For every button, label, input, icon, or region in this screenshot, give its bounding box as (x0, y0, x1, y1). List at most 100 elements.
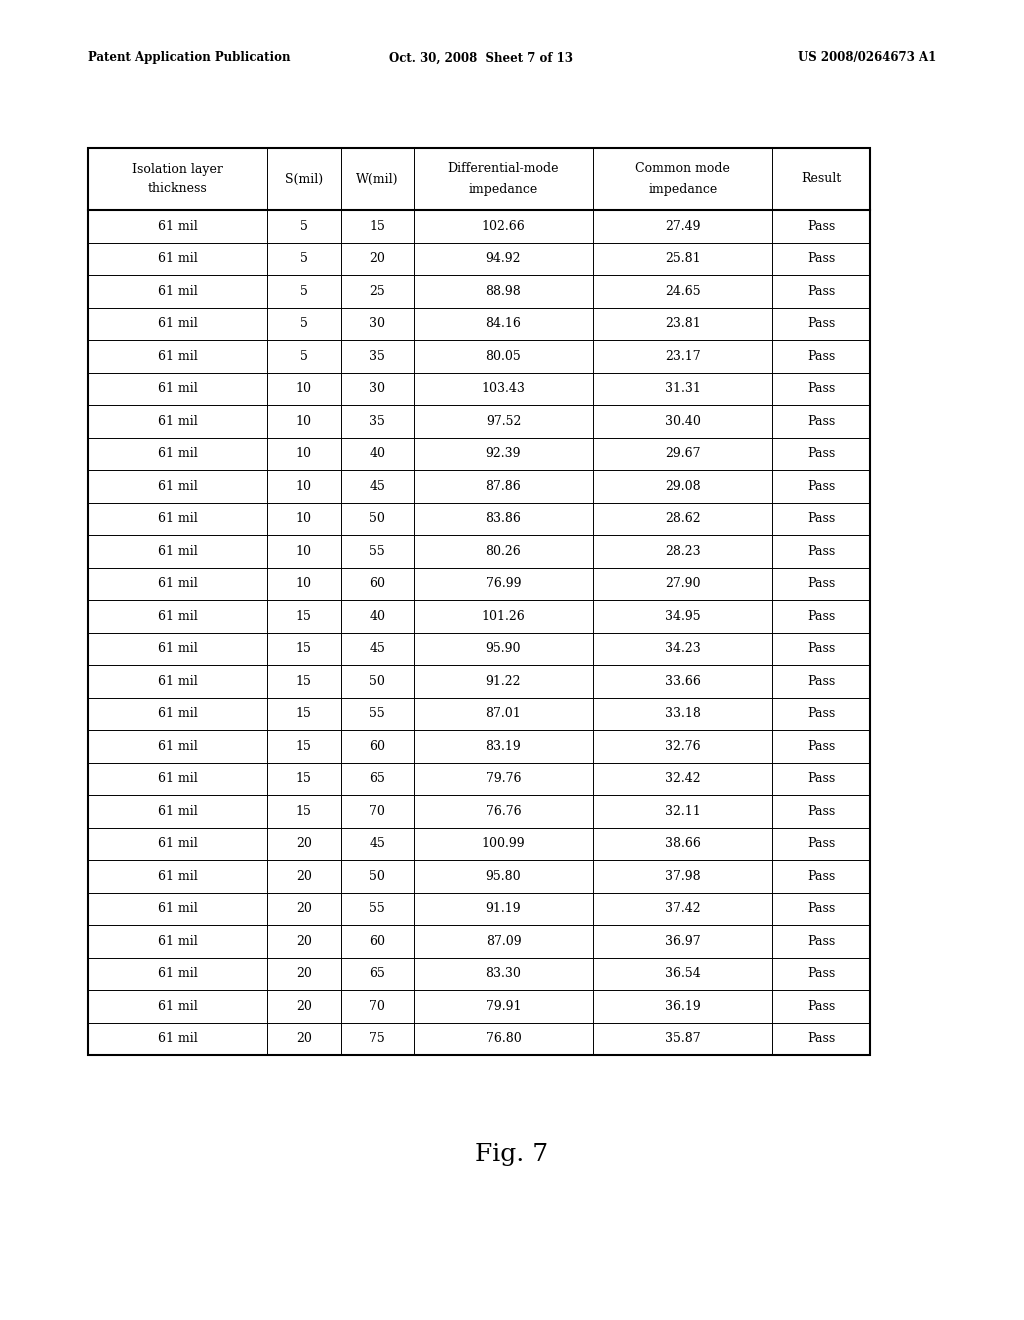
Text: Pass: Pass (807, 643, 836, 655)
Text: Pass: Pass (807, 512, 836, 525)
Text: 15: 15 (296, 675, 311, 688)
Text: 34.95: 34.95 (665, 610, 700, 623)
Text: US 2008/0264673 A1: US 2008/0264673 A1 (798, 51, 936, 65)
Text: Oct. 30, 2008  Sheet 7 of 13: Oct. 30, 2008 Sheet 7 of 13 (389, 51, 573, 65)
Text: 27.49: 27.49 (665, 219, 700, 232)
Text: 30: 30 (370, 317, 385, 330)
Text: 32.11: 32.11 (665, 805, 700, 818)
Text: Pass: Pass (807, 447, 836, 461)
Text: 61 mil: 61 mil (158, 739, 198, 752)
Text: 37.42: 37.42 (665, 903, 700, 915)
Text: 83.30: 83.30 (485, 968, 521, 981)
Text: 50: 50 (370, 512, 385, 525)
Text: 5: 5 (300, 317, 308, 330)
Text: impedance: impedance (469, 182, 538, 195)
Text: 97.52: 97.52 (485, 414, 521, 428)
Text: 61 mil: 61 mil (158, 772, 198, 785)
Text: 20: 20 (296, 837, 311, 850)
Text: 95.80: 95.80 (485, 870, 521, 883)
Text: 91.19: 91.19 (485, 903, 521, 915)
Text: 65: 65 (370, 772, 385, 785)
Text: 91.22: 91.22 (485, 675, 521, 688)
Text: 75: 75 (370, 1032, 385, 1045)
Text: 20: 20 (296, 1032, 311, 1045)
Text: 10: 10 (296, 512, 312, 525)
Text: 20: 20 (296, 968, 311, 981)
Text: 55: 55 (370, 903, 385, 915)
Text: 50: 50 (370, 870, 385, 883)
Text: 60: 60 (370, 935, 385, 948)
Text: 24.65: 24.65 (665, 285, 700, 298)
Text: 45: 45 (370, 837, 385, 850)
Text: Pass: Pass (807, 479, 836, 492)
Text: 29.67: 29.67 (665, 447, 700, 461)
Text: 61 mil: 61 mil (158, 968, 198, 981)
Text: 20: 20 (296, 935, 311, 948)
Text: 76.76: 76.76 (485, 805, 521, 818)
Text: S(mil): S(mil) (285, 173, 323, 186)
Text: Pass: Pass (807, 837, 836, 850)
Text: 32.42: 32.42 (665, 772, 700, 785)
Text: 25: 25 (370, 285, 385, 298)
Text: 5: 5 (300, 219, 308, 232)
Text: 30: 30 (370, 383, 385, 395)
Text: 38.66: 38.66 (665, 837, 700, 850)
Text: 37.98: 37.98 (665, 870, 700, 883)
Text: Differential-mode: Differential-mode (447, 162, 559, 176)
Text: 33.18: 33.18 (665, 708, 700, 721)
Text: 40: 40 (370, 447, 385, 461)
Text: 35: 35 (370, 414, 385, 428)
Text: 61 mil: 61 mil (158, 317, 198, 330)
Text: 61 mil: 61 mil (158, 252, 198, 265)
Text: 83.19: 83.19 (485, 739, 521, 752)
Text: Pass: Pass (807, 219, 836, 232)
Text: 92.39: 92.39 (485, 447, 521, 461)
Text: 61 mil: 61 mil (158, 610, 198, 623)
Text: 5: 5 (300, 285, 308, 298)
Text: 55: 55 (370, 545, 385, 558)
Text: 76.80: 76.80 (485, 1032, 521, 1045)
Text: 61 mil: 61 mil (158, 643, 198, 655)
Text: 34.23: 34.23 (665, 643, 700, 655)
Text: 61 mil: 61 mil (158, 870, 198, 883)
Text: 55: 55 (370, 708, 385, 721)
Text: Pass: Pass (807, 903, 836, 915)
Text: 45: 45 (370, 479, 385, 492)
Text: 30.40: 30.40 (665, 414, 700, 428)
Text: 61 mil: 61 mil (158, 708, 198, 721)
Text: 15: 15 (370, 219, 385, 232)
Text: 20: 20 (296, 999, 311, 1012)
Text: Common mode: Common mode (635, 162, 730, 176)
Text: impedance: impedance (648, 182, 717, 195)
Text: Pass: Pass (807, 577, 836, 590)
Text: Pass: Pass (807, 739, 836, 752)
Text: Isolation layer: Isolation layer (132, 162, 223, 176)
Text: Pass: Pass (807, 383, 836, 395)
Text: 5: 5 (300, 252, 308, 265)
Text: 100.99: 100.99 (481, 837, 525, 850)
Text: Pass: Pass (807, 350, 836, 363)
Text: 15: 15 (296, 772, 311, 785)
Text: 31.31: 31.31 (665, 383, 700, 395)
Text: Pass: Pass (807, 545, 836, 558)
Text: 20: 20 (296, 903, 311, 915)
Text: 61 mil: 61 mil (158, 545, 198, 558)
Text: 36.19: 36.19 (665, 999, 700, 1012)
Text: 36.54: 36.54 (665, 968, 700, 981)
Text: 23.81: 23.81 (665, 317, 700, 330)
Text: 61 mil: 61 mil (158, 350, 198, 363)
Text: 10: 10 (296, 545, 312, 558)
Text: 20: 20 (370, 252, 385, 265)
Text: 10: 10 (296, 447, 312, 461)
Text: 20: 20 (296, 870, 311, 883)
Text: 95.90: 95.90 (485, 643, 521, 655)
Text: 15: 15 (296, 643, 311, 655)
Text: Pass: Pass (807, 708, 836, 721)
Text: 32.76: 32.76 (665, 739, 700, 752)
Text: 61 mil: 61 mil (158, 675, 198, 688)
Text: 87.86: 87.86 (485, 479, 521, 492)
Text: 10: 10 (296, 479, 312, 492)
Text: Pass: Pass (807, 999, 836, 1012)
Text: 15: 15 (296, 610, 311, 623)
Text: 28.62: 28.62 (665, 512, 700, 525)
